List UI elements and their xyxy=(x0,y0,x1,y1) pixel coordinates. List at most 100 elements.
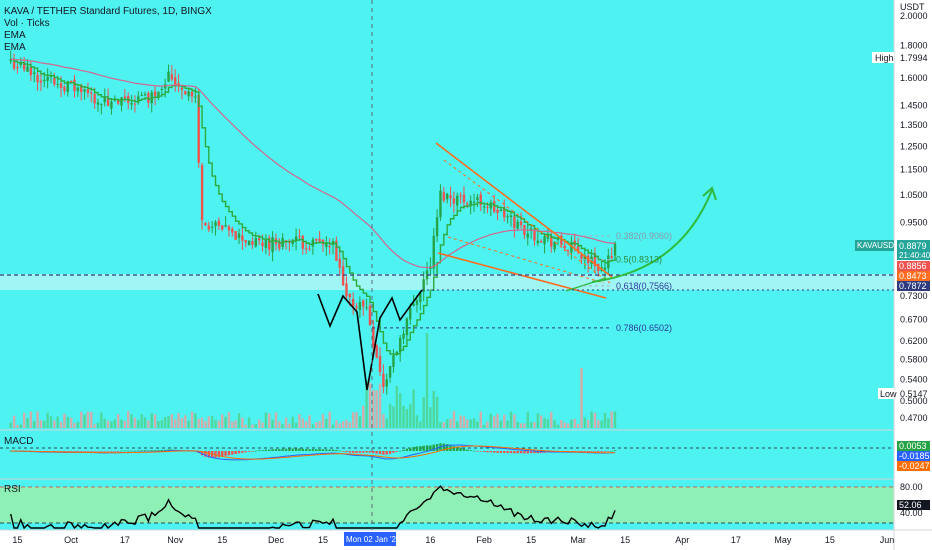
volume-bar xyxy=(466,419,469,428)
rsi-level-40: 40.00 xyxy=(900,508,923,518)
macd-histogram-bar xyxy=(204,451,207,457)
macd-histogram-bar xyxy=(96,451,100,452)
x-tick-label: May xyxy=(774,535,792,545)
volume-bar xyxy=(378,383,382,428)
volume-bar xyxy=(398,393,402,428)
candle-body xyxy=(469,200,472,206)
volume-bar xyxy=(244,424,247,428)
candle-body xyxy=(284,240,288,242)
candle-body xyxy=(130,102,133,105)
volume-bar xyxy=(143,417,147,428)
macd-histogram-bar xyxy=(268,449,271,451)
high-label-box xyxy=(872,52,894,63)
volume-bar xyxy=(509,411,513,428)
candle-body xyxy=(576,246,580,253)
macd-histogram-bar xyxy=(278,449,281,451)
macd-histogram-bar xyxy=(163,449,167,451)
y-tick-label: 1.1500 xyxy=(900,165,928,175)
macd-histogram-bar xyxy=(140,450,143,451)
candle-body xyxy=(26,66,29,72)
macd-histogram-bar xyxy=(110,451,113,452)
x-tick-label: 15 xyxy=(318,535,328,545)
volume-bar xyxy=(392,406,395,428)
candle-body xyxy=(355,306,358,308)
candle-body xyxy=(140,95,143,97)
candle-body xyxy=(409,307,412,320)
indicator-ema-2[interactable]: EMA xyxy=(4,42,26,53)
rsi-badge-value: 52.06 xyxy=(899,500,922,510)
candle-body xyxy=(405,318,409,336)
candle-body xyxy=(442,192,446,201)
y-tick-label: 0.5400 xyxy=(900,374,928,384)
candle-body xyxy=(499,209,503,212)
macd-histogram-bar xyxy=(526,451,529,454)
y-tick-label: 1.0500 xyxy=(900,190,928,200)
volume-bar xyxy=(241,417,244,428)
candle-body xyxy=(533,229,536,241)
volume-bar xyxy=(613,411,617,428)
volume-bar xyxy=(597,420,600,428)
indicator-ema-1[interactable]: EMA xyxy=(4,30,26,41)
macd-histogram-bar xyxy=(59,451,63,452)
candle-body xyxy=(83,89,86,92)
macd-histogram-bar xyxy=(442,443,446,451)
macd-histogram-bar xyxy=(362,451,365,453)
candle-body xyxy=(449,195,452,199)
macd-histogram-bar xyxy=(143,450,147,451)
volume-bar xyxy=(214,419,217,428)
price-badge-orange xyxy=(897,271,930,281)
volume-bar xyxy=(153,414,157,428)
price-badge-red-value: 0.8856 xyxy=(899,261,927,271)
macd-histogram-bar xyxy=(335,450,338,451)
volume-bar xyxy=(197,419,200,428)
macd-histogram-bar xyxy=(432,444,435,451)
macd-title[interactable]: MACD xyxy=(4,436,33,447)
target-arrow-head xyxy=(702,186,717,201)
volume-bar xyxy=(580,368,583,428)
x-tick-label: Dec xyxy=(268,535,285,545)
volume-bar xyxy=(315,422,318,428)
volume-bar xyxy=(412,389,415,428)
macd-histogram-bar xyxy=(368,451,372,453)
candle-body xyxy=(194,96,197,98)
volume-bar xyxy=(167,415,170,428)
main-pane-background xyxy=(0,0,894,430)
macd-histogram-bar xyxy=(130,450,133,452)
volume-bar xyxy=(308,415,311,428)
macd-histogram-bar xyxy=(398,450,402,452)
candle-body xyxy=(580,254,583,259)
macd-histogram-bar xyxy=(519,451,523,454)
candle-body xyxy=(318,238,321,242)
candle-body xyxy=(133,103,137,105)
volume-bar xyxy=(492,416,496,428)
candle-body xyxy=(610,256,613,258)
macd-histogram-bar xyxy=(113,451,116,452)
indicator-volume[interactable]: Vol · Ticks xyxy=(4,18,50,29)
macd-badge-macd xyxy=(897,451,930,461)
macd-histogram-bar xyxy=(496,451,499,453)
candle-body xyxy=(160,88,163,90)
macd-histogram-bar xyxy=(254,450,258,452)
volume-bar xyxy=(221,414,224,428)
volume-bar xyxy=(147,420,150,428)
macd-histogram-bar xyxy=(247,451,251,452)
volume-bar xyxy=(163,417,167,428)
volume-bar xyxy=(29,411,33,428)
candle-body xyxy=(247,240,251,246)
macd-histogram-bar xyxy=(53,451,56,452)
rsi-title[interactable]: RSI xyxy=(4,484,21,495)
volume-bar xyxy=(100,412,103,428)
candles-layer xyxy=(9,50,617,395)
volume-bar xyxy=(160,419,163,428)
rsi-band xyxy=(0,487,894,523)
volume-bar xyxy=(274,412,278,428)
x-tick-label: 17 xyxy=(120,535,130,545)
candle-body xyxy=(506,216,509,218)
candle-body xyxy=(224,225,227,227)
macd-histogram-bar xyxy=(49,451,53,452)
macd-histogram-bar xyxy=(412,446,415,451)
crosshair-date-badge xyxy=(344,532,396,546)
candle-body xyxy=(69,80,73,83)
fib-label: 0.5(0.8313) xyxy=(616,255,662,265)
